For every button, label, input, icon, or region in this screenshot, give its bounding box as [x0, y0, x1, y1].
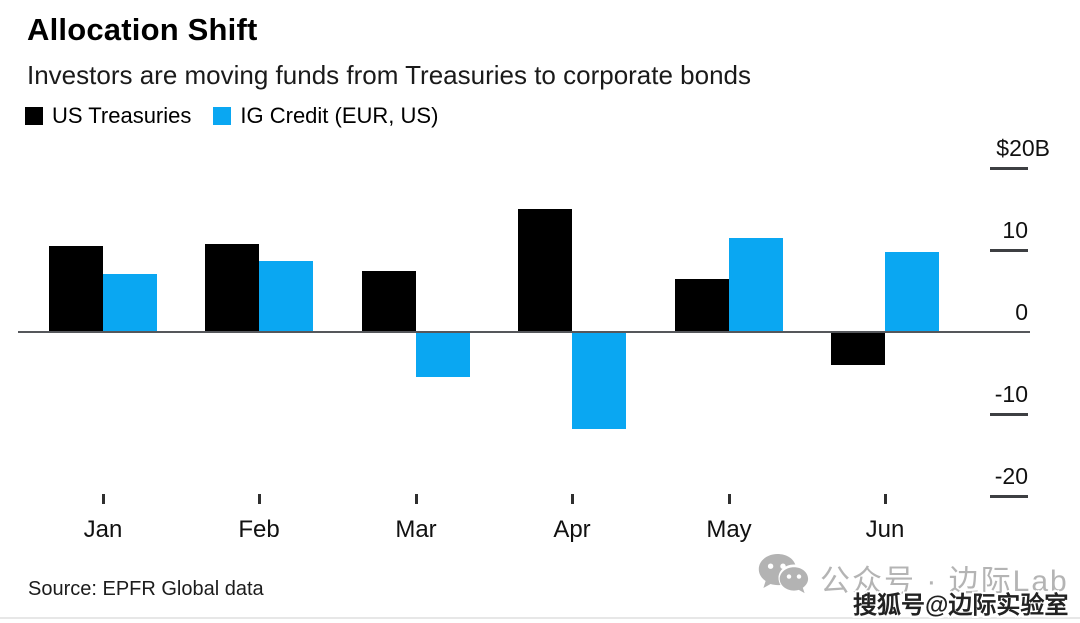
chart-subtitle: Investors are moving funds from Treasuri… — [27, 60, 752, 90]
x-axis-tick-mar — [415, 494, 418, 504]
legend: US Treasuries IG Credit (EUR, US) — [25, 103, 438, 129]
legend-label-treasuries: US Treasuries — [52, 103, 192, 128]
x-axis-tick-jun — [884, 494, 887, 504]
bar-treasuries-jun — [831, 332, 885, 365]
bar-treasuries-jan — [49, 246, 103, 332]
y-axis-tick--10 — [990, 413, 1028, 416]
x-axis-tick-apr — [571, 494, 574, 504]
x-axis-tick-feb — [258, 494, 261, 504]
x-axis-tick-may — [728, 494, 731, 504]
y-axis-label--20: -20 — [994, 463, 1028, 489]
x-axis-label-feb: Feb — [238, 516, 280, 543]
legend-swatch-ig-credit — [213, 107, 232, 125]
legend-swatch-treasuries — [25, 107, 43, 125]
wechat-icon — [756, 552, 812, 603]
y-axis-label-20: $20B — [996, 135, 1050, 161]
bar-ig-credit-jan — [103, 274, 157, 332]
bottom-divider — [0, 617, 1080, 619]
bar-ig-credit-feb — [259, 261, 313, 332]
x-axis-label-mar: Mar — [395, 516, 437, 543]
x-axis-label-jun: Jun — [865, 516, 905, 543]
x-axis-tick-jan — [102, 494, 105, 504]
sohu-watermark-text: 搜狐号@边际实验室 — [853, 592, 1069, 619]
chart-title: Allocation Shift — [27, 12, 258, 47]
wechat-watermark: 公众号 · 边际Lab — [756, 552, 1069, 603]
bar-treasuries-mar — [362, 271, 416, 332]
y-axis-label-0: 0 — [1015, 299, 1028, 325]
bar-ig-credit-may — [729, 238, 783, 332]
legend-item-ig-credit: IG Credit (EUR, US) — [213, 103, 438, 129]
legend-label-ig-credit: IG Credit (EUR, US) — [240, 103, 439, 128]
y-axis-tick-20 — [990, 167, 1028, 170]
y-axis-tick--20 — [990, 495, 1028, 498]
bar-ig-credit-jun — [885, 252, 939, 332]
y-axis-label-10: 10 — [1002, 217, 1028, 243]
bar-treasuries-may — [675, 279, 729, 332]
y-axis-label--10: -10 — [994, 381, 1028, 407]
legend-item-treasuries: US Treasuries — [25, 103, 191, 129]
x-axis-label-may: May — [706, 516, 752, 543]
x-axis-label-apr: Apr — [553, 516, 591, 543]
bar-ig-credit-mar — [416, 332, 470, 377]
source-note: Source: EPFR Global data — [28, 578, 264, 600]
bar-treasuries-apr — [518, 209, 572, 332]
bar-treasuries-feb — [205, 244, 259, 332]
wechat-watermark-text: 公众号 · 边际Lab — [820, 564, 1069, 598]
zero-axis-line — [18, 331, 1030, 333]
bar-ig-credit-apr — [572, 332, 626, 429]
x-axis-label-jan: Jan — [83, 516, 123, 543]
y-axis-tick-10 — [990, 249, 1028, 252]
